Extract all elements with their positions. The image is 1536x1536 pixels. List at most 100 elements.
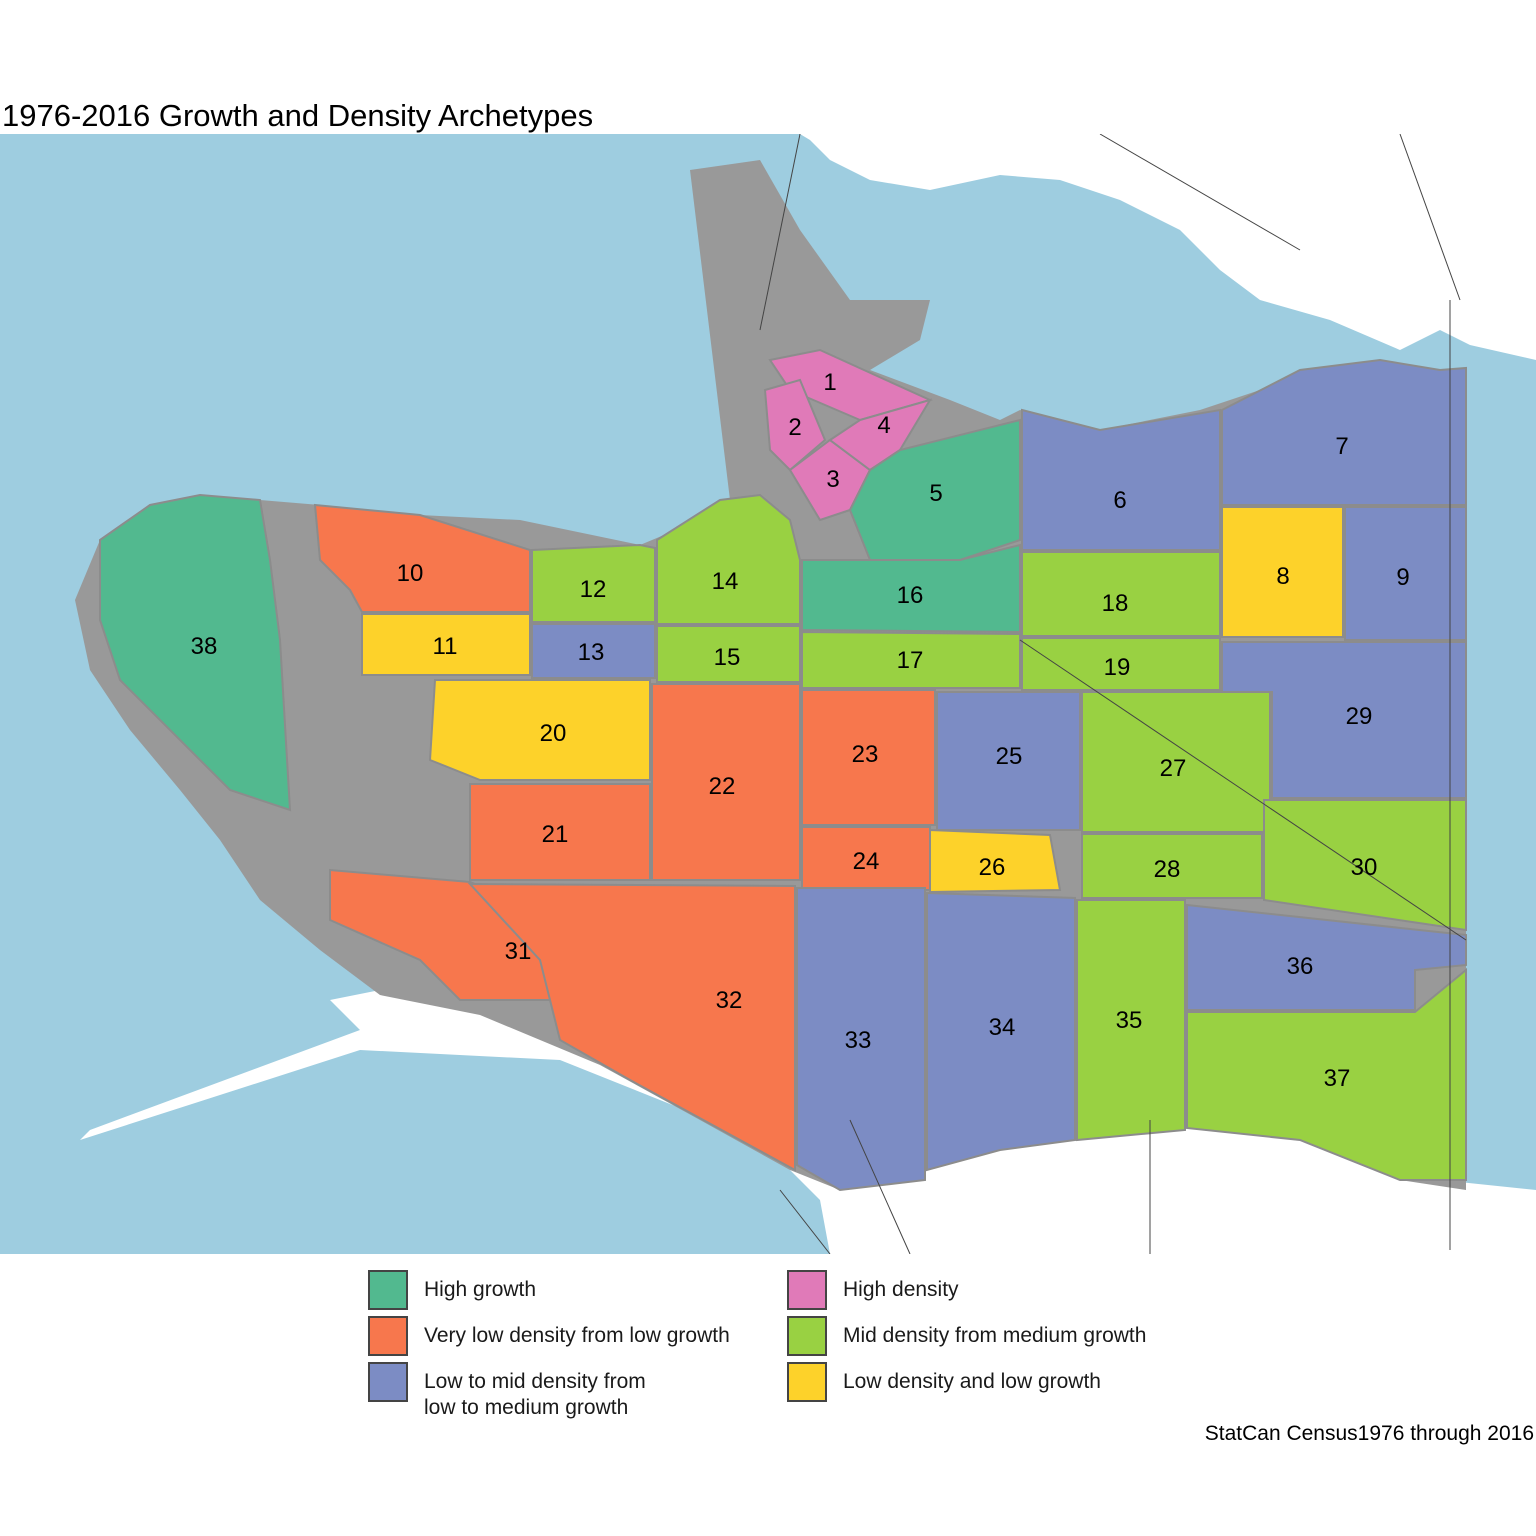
region-label-17: 17 [897, 647, 924, 674]
region-label-12: 12 [580, 576, 607, 603]
legend-swatch [787, 1316, 827, 1356]
region-36 [1186, 903, 1467, 1011]
region-34 [926, 891, 1076, 1172]
region-label-38: 38 [191, 633, 218, 660]
road-line [1099, 134, 1301, 251]
road-line [759, 134, 801, 331]
region-label-9: 9 [1396, 564, 1409, 591]
legend-item-mid-density: Mid density from medium growth [787, 1316, 1146, 1356]
region-23 [801, 689, 936, 826]
region-label-30: 30 [1351, 854, 1378, 881]
region-label-21: 21 [542, 821, 569, 848]
region-14 [656, 493, 801, 625]
region-16 [801, 543, 1021, 634]
region-26 [929, 828, 1062, 894]
map-title: 1976-2016 Growth and Density Archetypes [2, 98, 594, 133]
region-10 [313, 503, 531, 613]
region-17 [801, 630, 1021, 689]
region-9 [1344, 506, 1467, 641]
region-label-4: 4 [877, 412, 890, 439]
region-label-5: 5 [929, 480, 942, 507]
region-label-14: 14 [712, 568, 739, 595]
legend-swatch [368, 1316, 408, 1356]
region-18 [1021, 551, 1221, 637]
legend-item-high-growth: High growth [368, 1270, 536, 1310]
legend-label: Mid density from medium growth [843, 1324, 1147, 1347]
road-line [1399, 134, 1461, 301]
north-shore-land [800, 134, 1536, 360]
legend-label: Very low density from low growth [424, 1324, 730, 1347]
region-15 [656, 625, 801, 683]
legend-swatch [368, 1362, 408, 1402]
region-13 [531, 623, 656, 679]
region-label-31: 31 [505, 938, 532, 965]
legend-label: High growth [424, 1278, 537, 1301]
legend-item-low-mid-density: Low to mid density from low to medium gr… [368, 1362, 646, 1421]
legend-swatch [787, 1270, 827, 1310]
region-33 [796, 887, 926, 1192]
richmond-land [80, 990, 1536, 1254]
region-label-19: 19 [1104, 654, 1131, 681]
region-label-3: 3 [826, 466, 839, 493]
region-label-28: 28 [1154, 856, 1181, 883]
region-label-22: 22 [709, 773, 736, 800]
region-32 [467, 882, 796, 1172]
legend-item-very-low-density: Very low density from low growth [368, 1316, 730, 1356]
region-label-1: 1 [823, 369, 836, 396]
region-label-18: 18 [1102, 590, 1129, 617]
region-label-25: 25 [996, 743, 1023, 770]
region-label-36: 36 [1287, 953, 1314, 980]
region-label-6: 6 [1113, 487, 1126, 514]
region-2 [763, 378, 827, 472]
region-label-16: 16 [897, 582, 924, 609]
legend-label: High density [843, 1278, 959, 1301]
region-label-20: 20 [540, 720, 567, 747]
region-label-10: 10 [397, 560, 424, 587]
region-25 [936, 691, 1081, 831]
region-20 [428, 679, 651, 781]
region-19 [1021, 637, 1221, 691]
region-8 [1221, 506, 1344, 638]
region-label-11: 11 [433, 633, 458, 660]
region-label-7: 7 [1335, 433, 1348, 460]
region-30 [1263, 799, 1467, 932]
source-caption: StatCan Census1976 through 2016 [1204, 1422, 1534, 1445]
region-12 [531, 543, 656, 623]
region-29 [1221, 641, 1467, 799]
road-line [1019, 639, 1467, 941]
region-11 [361, 613, 531, 676]
road-line [849, 1119, 911, 1254]
region-label-2: 2 [788, 414, 801, 441]
legend-item-high-density: High density [787, 1270, 959, 1310]
legend-label: Low to mid density from low to medium gr… [424, 1370, 646, 1419]
region-22 [651, 683, 801, 881]
region-label-8: 8 [1276, 563, 1289, 590]
region-label-33: 33 [845, 1027, 872, 1054]
region-38 [99, 493, 292, 812]
region-label-29: 29 [1346, 703, 1373, 730]
region-6 [1021, 408, 1221, 551]
region-label-35: 35 [1116, 1007, 1143, 1034]
road-line [779, 1189, 831, 1254]
region-label-23: 23 [852, 741, 879, 768]
region-28 [1081, 833, 1263, 899]
region-7 [1221, 358, 1467, 506]
region-35 [1076, 899, 1186, 1142]
legend-label: Low density and low growth [843, 1370, 1101, 1393]
region-label-15: 15 [714, 644, 741, 671]
region-21 [469, 783, 651, 881]
legend-swatch [787, 1362, 827, 1402]
region-label-26: 26 [979, 854, 1006, 881]
region-label-13: 13 [578, 639, 605, 666]
region-label-34: 34 [989, 1014, 1016, 1041]
legend-item-low-density: Low density and low growth [787, 1362, 1101, 1402]
region-label-32: 32 [716, 987, 743, 1014]
region-label-24: 24 [853, 848, 880, 875]
region-37 [1186, 967, 1467, 1181]
region-4 [828, 398, 933, 472]
region-label-37: 37 [1324, 1065, 1351, 1092]
region-label-27: 27 [1160, 755, 1187, 782]
legend-swatch [368, 1270, 408, 1310]
